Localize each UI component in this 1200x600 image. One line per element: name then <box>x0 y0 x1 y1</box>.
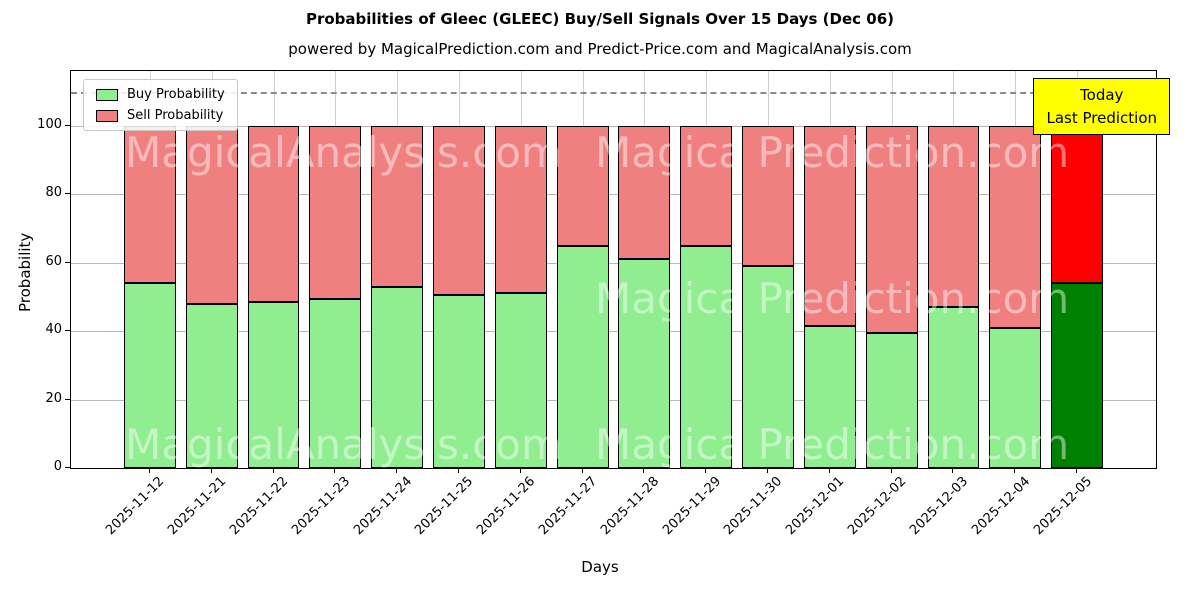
y-gridline <box>71 399 1156 401</box>
sell-bar-segment <box>494 125 547 294</box>
x-tick-mark <box>1076 468 1078 473</box>
y-tick-label: 80 <box>45 185 62 201</box>
y-tick-label: 40 <box>45 322 62 338</box>
y-tick-label: 0 <box>53 459 62 474</box>
annotation-line1: Today <box>1080 86 1124 104</box>
x-tick-mark <box>828 468 830 473</box>
buy-bar-segment <box>494 293 547 468</box>
y-tick-label: 100 <box>37 116 62 132</box>
y-tick-mark <box>65 398 70 400</box>
sell-bar-segment <box>185 125 238 304</box>
x-tick-label: 2025-11-25 <box>412 474 477 539</box>
x-tick-label: 2025-12-01 <box>783 474 848 539</box>
sell-bar-segment <box>742 125 794 267</box>
x-tick-mark <box>457 468 459 473</box>
y-gridline <box>71 262 1156 264</box>
buy-bar-segment <box>989 327 1042 468</box>
y-gridline <box>71 194 1156 196</box>
y-tick-mark <box>65 467 70 468</box>
buy-bar-segment <box>865 332 918 468</box>
x-tick-label: 2025-12-03 <box>907 474 972 539</box>
legend: Buy Probability Sell Probability <box>83 79 238 131</box>
buy-bar-segment <box>433 295 485 468</box>
x-tick-mark <box>272 468 274 473</box>
y-tick-mark <box>65 261 70 263</box>
y-tick-mark <box>65 124 70 126</box>
sell-bar-segment <box>989 125 1042 328</box>
sell-bar-segment <box>433 125 485 296</box>
chart-title: Probabilities of Gleec (GLEEC) Buy/Sell … <box>305 10 895 28</box>
sell-bar-segment <box>123 125 176 284</box>
x-tick-label: 2025-11-30 <box>721 474 786 539</box>
sell-probability-swatch <box>96 109 118 122</box>
x-tick-mark <box>519 468 521 473</box>
sell-bar-segment <box>247 125 300 302</box>
x-tick-label: 2025-11-29 <box>659 474 724 539</box>
x-tick-mark <box>334 468 336 473</box>
sell-bar-segment <box>618 125 671 260</box>
buy-bar-segment <box>371 286 424 468</box>
x-tick-label: 2025-11-22 <box>227 474 292 539</box>
x-tick-mark <box>148 468 150 473</box>
buy-bar-segment <box>742 266 794 468</box>
legend-item-buy: Buy Probability <box>96 87 225 102</box>
x-tick-mark <box>767 468 769 473</box>
buy-bar-segment <box>803 325 856 468</box>
x-tick-mark <box>643 468 645 473</box>
y-tick-mark <box>65 193 70 195</box>
threshold-dashed-line <box>71 91 1156 94</box>
sell-bar-segment <box>1051 125 1104 284</box>
sell-bar-segment <box>371 125 424 287</box>
legend-label-buy: Buy Probability <box>127 87 225 102</box>
buy-bar-segment <box>618 259 671 468</box>
chart-subtitle: powered by MagicalPrediction.com and Pre… <box>288 40 912 58</box>
x-tick-label: 2025-11-26 <box>474 474 539 539</box>
x-tick-label: 2025-11-23 <box>288 474 353 539</box>
y-gridline <box>71 331 1156 333</box>
x-tick-label: 2025-11-27 <box>536 474 601 539</box>
y-tick-label: 60 <box>45 253 62 269</box>
buy-bar-segment <box>123 283 176 468</box>
annotation-line2: Last Prediction <box>1046 108 1157 127</box>
buy-bar-segment <box>309 298 362 468</box>
x-tick-label: 2025-11-28 <box>597 474 663 539</box>
buy-bar-segment <box>1051 283 1104 468</box>
x-axis-label: Days <box>581 558 619 576</box>
y-gridline <box>71 125 1156 127</box>
x-tick-mark <box>952 468 954 473</box>
legend-label-sell: Sell Probability <box>127 108 224 123</box>
sell-bar-segment <box>680 125 733 246</box>
buy-bar-segment <box>556 245 609 468</box>
plot-area: Buy Probability Sell Probability <box>70 70 1157 469</box>
today-annotation-box: Today Last Prediction <box>1033 78 1170 135</box>
x-tick-label: 2025-11-12 <box>103 474 168 539</box>
y-tick-mark <box>65 330 70 332</box>
legend-item-sell: Sell Probability <box>96 108 225 123</box>
x-tick-label: 2025-12-04 <box>968 474 1033 539</box>
x-tick-mark <box>396 468 398 473</box>
y-tick-label: 20 <box>45 390 62 406</box>
sell-bar-segment <box>927 125 980 308</box>
buy-probability-swatch <box>96 88 118 101</box>
x-tick-mark <box>1014 468 1016 473</box>
buy-bar-segment <box>927 307 980 468</box>
x-tick-mark <box>705 468 707 473</box>
sell-bar-segment <box>865 125 918 333</box>
y-axis-label: Probability <box>16 232 34 312</box>
x-tick-label: 2025-11-24 <box>350 474 415 539</box>
x-tick-mark <box>210 468 212 473</box>
buy-bar-segment <box>247 302 300 468</box>
sell-bar-segment <box>803 125 856 326</box>
x-tick-label: 2025-11-21 <box>165 474 230 539</box>
buy-bar-segment <box>680 245 733 468</box>
x-tick-label: 2025-12-02 <box>845 474 910 539</box>
x-tick-mark <box>581 468 583 473</box>
sell-bar-segment <box>556 125 609 246</box>
x-tick-label: 2025-12-05 <box>1030 474 1095 539</box>
sell-bar-segment <box>309 125 362 299</box>
x-tick-mark <box>890 468 892 473</box>
buy-bar-segment <box>185 303 238 468</box>
